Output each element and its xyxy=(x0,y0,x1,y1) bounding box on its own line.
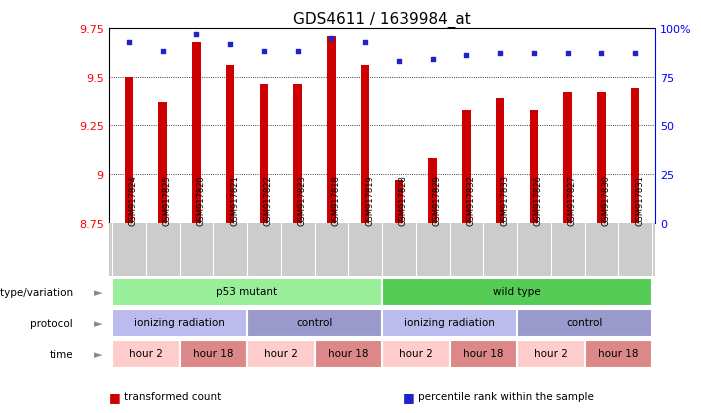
Bar xyxy=(496,99,505,223)
Bar xyxy=(564,93,572,223)
Text: GSM917820: GSM917820 xyxy=(196,175,205,225)
Bar xyxy=(192,43,200,223)
Bar xyxy=(382,340,449,368)
Bar xyxy=(361,66,369,223)
Text: GSM917818: GSM917818 xyxy=(332,175,341,225)
Text: hour 18: hour 18 xyxy=(193,349,233,358)
Point xyxy=(292,49,304,55)
Point xyxy=(461,53,472,59)
Bar xyxy=(327,37,336,223)
Text: GSM917819: GSM917819 xyxy=(365,175,374,225)
Bar xyxy=(585,340,652,368)
Bar xyxy=(517,309,652,337)
Point xyxy=(258,49,269,55)
Bar xyxy=(462,110,470,223)
Text: ionizing radiation: ionizing radiation xyxy=(404,318,495,328)
Title: GDS4611 / 1639984_at: GDS4611 / 1639984_at xyxy=(293,12,471,28)
Text: time: time xyxy=(50,349,73,359)
Text: p53 mutant: p53 mutant xyxy=(217,287,278,297)
Text: ►: ► xyxy=(94,318,102,328)
Text: hour 18: hour 18 xyxy=(328,349,369,358)
Bar xyxy=(259,85,268,223)
Point xyxy=(596,51,607,57)
Text: ►: ► xyxy=(94,287,102,297)
Point xyxy=(191,31,202,38)
Text: GSM917821: GSM917821 xyxy=(230,175,239,225)
Text: hour 18: hour 18 xyxy=(598,349,639,358)
Text: GSM917823: GSM917823 xyxy=(298,175,306,225)
Text: control: control xyxy=(297,318,333,328)
Text: GSM917827: GSM917827 xyxy=(568,175,577,225)
Text: transformed count: transformed count xyxy=(124,392,222,401)
Bar xyxy=(112,309,247,337)
Text: wild type: wild type xyxy=(494,287,541,297)
Bar xyxy=(382,278,652,306)
Text: GSM917824: GSM917824 xyxy=(129,175,138,225)
Text: GSM917830: GSM917830 xyxy=(601,175,611,225)
Text: GSM917832: GSM917832 xyxy=(466,175,475,225)
Text: GSM917822: GSM917822 xyxy=(264,175,273,225)
Bar xyxy=(158,103,167,223)
Text: protocol: protocol xyxy=(30,318,73,328)
Text: GSM917833: GSM917833 xyxy=(501,175,509,225)
Text: GSM917831: GSM917831 xyxy=(635,175,644,225)
Bar xyxy=(226,66,234,223)
Text: ►: ► xyxy=(94,349,102,359)
Point xyxy=(495,51,506,57)
Text: hour 18: hour 18 xyxy=(463,349,503,358)
Text: hour 2: hour 2 xyxy=(534,349,568,358)
Text: GSM917825: GSM917825 xyxy=(163,175,172,225)
Point xyxy=(326,36,337,42)
Bar xyxy=(112,278,382,306)
Bar xyxy=(517,340,585,368)
Bar xyxy=(449,340,517,368)
Bar xyxy=(179,340,247,368)
Bar xyxy=(395,180,403,223)
Point xyxy=(393,59,404,65)
Point xyxy=(157,49,168,55)
Bar xyxy=(125,77,133,223)
Bar xyxy=(382,309,517,337)
Point xyxy=(360,39,371,46)
Point xyxy=(629,51,641,57)
Point xyxy=(224,41,236,48)
Bar xyxy=(247,340,315,368)
Text: hour 2: hour 2 xyxy=(264,349,298,358)
Text: control: control xyxy=(566,318,603,328)
Text: GSM917829: GSM917829 xyxy=(433,175,442,225)
Point xyxy=(529,51,540,57)
Text: GSM917828: GSM917828 xyxy=(399,175,408,225)
Text: hour 2: hour 2 xyxy=(399,349,433,358)
Bar xyxy=(428,159,437,223)
Text: genotype/variation: genotype/variation xyxy=(0,287,73,297)
Point xyxy=(123,39,135,46)
Bar xyxy=(315,340,382,368)
Point xyxy=(427,57,438,63)
Text: hour 2: hour 2 xyxy=(129,349,163,358)
Text: GSM917826: GSM917826 xyxy=(534,175,543,225)
Bar xyxy=(112,340,179,368)
Bar xyxy=(530,110,538,223)
Text: ■: ■ xyxy=(403,390,415,403)
Bar xyxy=(597,93,606,223)
Text: percentile rank within the sample: percentile rank within the sample xyxy=(418,392,594,401)
Bar xyxy=(294,85,302,223)
Text: ionizing radiation: ionizing radiation xyxy=(134,318,225,328)
Bar xyxy=(631,89,639,223)
Bar xyxy=(247,309,382,337)
Text: ■: ■ xyxy=(109,390,121,403)
Point xyxy=(562,51,573,57)
